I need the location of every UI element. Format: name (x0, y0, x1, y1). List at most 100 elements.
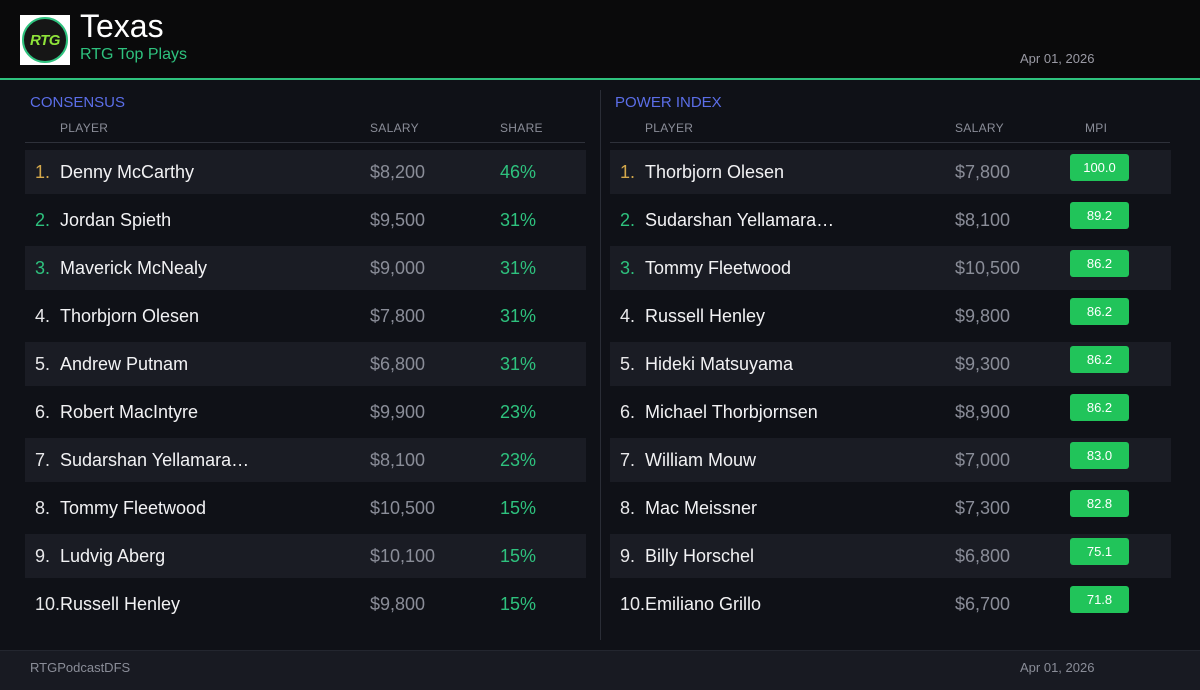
logo-text: RTG (30, 31, 60, 49)
player-name: Denny McCarthy (60, 162, 195, 182)
footer-date: Apr 01, 2026 (1020, 660, 1095, 675)
table-row: 2. Jordan Spieth $9,500 31% (25, 198, 586, 242)
player-salary: $8,900 (955, 402, 1011, 422)
player-salary: $8,100 (370, 450, 426, 470)
ownership-share: 15% (500, 546, 537, 566)
header-bar: RTG Texas RTG Top Plays Apr 01, 2026 (0, 0, 1200, 80)
player-name: Russell Henley (60, 594, 181, 614)
player-salary: $10,500 (955, 258, 1021, 278)
table-row: 10. Emiliano Grillo $6,700 71.8 (610, 582, 1171, 626)
power-col-salary: SALARY (955, 121, 1004, 135)
table-row: 7. Sudarshan Yellamara… $8,100 23% (25, 438, 586, 482)
consensus-title: CONSENSUS (30, 94, 126, 111)
logo-badge: RTG (22, 17, 68, 63)
table-row: 2. Sudarshan Yellamara… $8,100 89.2 (610, 198, 1171, 242)
player-salary: $9,800 (955, 306, 1011, 326)
player-name: Sudarshan Yellamara… (60, 450, 250, 470)
rank-number: 2. (620, 210, 636, 230)
ownership-share: 46% (500, 162, 537, 182)
player-name: Russell Henley (645, 306, 766, 326)
table-row: 6. Michael Thorbjornsen $8,900 86.2 (610, 390, 1171, 434)
player-name: Mac Meissner (645, 498, 758, 518)
player-name: Jordan Spieth (60, 210, 172, 230)
player-name: Thorbjorn Olesen (60, 306, 200, 326)
table-row: 1. Thorbjorn Olesen $7,800 100.0 (610, 150, 1171, 194)
consensus-col-share: SHARE (500, 121, 543, 135)
mpi-badge: 82.8 (1070, 490, 1129, 517)
rank-number: 3. (35, 258, 51, 278)
ownership-share: 15% (500, 498, 537, 518)
rank-number: 4. (35, 306, 51, 326)
player-name: Tommy Fleetwood (60, 498, 207, 518)
power-col-player: PLAYER (645, 121, 694, 135)
ownership-share: 31% (500, 306, 537, 326)
player-salary: $10,100 (370, 546, 436, 566)
table-row: 9. Ludvig Aberg $10,100 15% (25, 534, 586, 578)
player-salary: $9,300 (955, 354, 1011, 374)
rank-number: 7. (620, 450, 636, 470)
table-row: 9. Billy Horschel $6,800 75.1 (610, 534, 1171, 578)
table-row: 4. Thorbjorn Olesen $7,800 31% (25, 294, 586, 338)
player-name: Emiliano Grillo (645, 594, 762, 614)
footer-handle: RTGPodcastDFS (30, 660, 131, 675)
player-salary: $6,700 (955, 594, 1011, 614)
player-name: Ludvig Aberg (60, 546, 166, 566)
player-name: Sudarshan Yellamara… (645, 210, 835, 230)
rank-number: 7. (35, 450, 51, 470)
power-header-divider (610, 142, 1170, 143)
player-name: Robert MacIntyre (60, 402, 199, 422)
player-salary: $10,500 (370, 498, 436, 518)
rank-number: 2. (35, 210, 51, 230)
player-salary: $9,900 (370, 402, 426, 422)
player-salary: $7,000 (955, 450, 1011, 470)
table-row: 10. Russell Henley $9,800 15% (25, 582, 586, 626)
footer-bar: RTGPodcastDFS Apr 01, 2026 (0, 650, 1200, 690)
mpi-badge: 100.0 (1070, 154, 1129, 181)
mpi-badge: 89.2 (1070, 202, 1129, 229)
power-index-title: POWER INDEX (615, 94, 722, 111)
table-row: 8. Tommy Fleetwood $10,500 15% (25, 486, 586, 530)
header-date: Apr 01, 2026 (1020, 51, 1095, 66)
mpi-badge: 86.2 (1070, 250, 1129, 277)
player-name: Billy Horschel (645, 546, 755, 566)
player-salary: $9,500 (370, 210, 426, 230)
rank-number: 10. (35, 594, 61, 614)
ownership-share: 15% (500, 594, 537, 614)
rank-number: 4. (620, 306, 636, 326)
page-title: Texas (80, 8, 164, 44)
rank-number: 1. (620, 162, 636, 182)
player-salary: $8,200 (370, 162, 426, 182)
ownership-share: 31% (500, 210, 537, 230)
player-salary: $7,800 (955, 162, 1011, 182)
power-index-table: 1. Thorbjorn Olesen $7,800 100.0 2. Sudarshan… (610, 150, 1171, 630)
rank-number: 9. (35, 546, 51, 566)
player-name: Tommy Fleetwood (645, 258, 792, 278)
player-name: Andrew Putnam (60, 354, 189, 374)
table-row: 1. Denny McCarthy $8,200 46% (25, 150, 586, 194)
ownership-share: 31% (500, 258, 537, 278)
rank-number: 8. (620, 498, 636, 518)
power-col-mpi: MPI (1085, 121, 1108, 135)
ownership-share: 23% (500, 450, 537, 470)
mpi-badge: 86.2 (1070, 298, 1129, 325)
rank-number: 9. (620, 546, 636, 566)
rtg-logo-icon: RTG (20, 15, 70, 65)
player-name: Michael Thorbjornsen (645, 402, 818, 422)
ownership-share: 23% (500, 402, 537, 422)
table-row: 6. Robert MacIntyre $9,900 23% (25, 390, 586, 434)
consensus-header-divider (25, 142, 585, 143)
player-salary: $8,100 (955, 210, 1011, 230)
rank-number: 6. (35, 402, 51, 422)
rank-number: 10. (620, 594, 646, 614)
mpi-badge: 83.0 (1070, 442, 1129, 469)
player-salary: $9,800 (370, 594, 426, 614)
table-row: 3. Tommy Fleetwood $10,500 86.2 (610, 246, 1171, 290)
player-name: William Mouw (645, 450, 757, 470)
rank-number: 6. (620, 402, 636, 422)
table-row: 5. Hideki Matsuyama $9,300 86.2 (610, 342, 1171, 386)
rank-number: 8. (35, 498, 51, 518)
player-salary: $6,800 (370, 354, 426, 374)
consensus-col-salary: SALARY (370, 121, 419, 135)
player-name: Hideki Matsuyama (645, 354, 794, 374)
table-row: 7. William Mouw $7,000 83.0 (610, 438, 1171, 482)
